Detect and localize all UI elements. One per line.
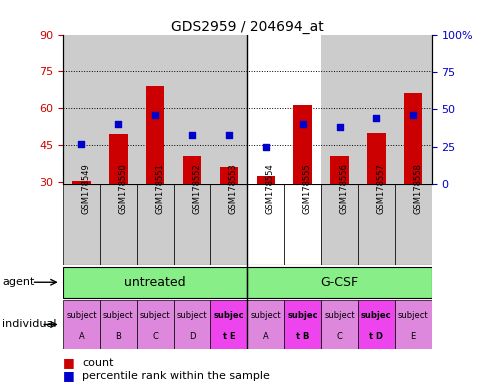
Text: GSM178556: GSM178556 (339, 163, 348, 214)
Text: GSM178555: GSM178555 (302, 163, 311, 214)
Text: subjec: subjec (213, 311, 244, 320)
Bar (284, 300, 320, 349)
Bar (63, 267, 247, 298)
Bar (182, 156, 201, 184)
Bar (394, 300, 431, 349)
Text: GSM178549: GSM178549 (81, 163, 91, 214)
Bar (357, 300, 394, 349)
Bar (136, 184, 173, 265)
Point (261, 144, 269, 150)
Text: G-CSF: G-CSF (320, 276, 358, 289)
Text: GSM178554: GSM178554 (265, 163, 274, 214)
Bar (284, 35, 320, 184)
Point (77, 141, 85, 147)
Text: GSM178553: GSM178553 (228, 163, 238, 214)
Point (114, 121, 122, 127)
Text: subject: subject (139, 311, 170, 320)
Bar (72, 180, 91, 184)
Text: subjec: subjec (287, 311, 318, 320)
Text: GSM178557: GSM178557 (376, 163, 385, 214)
Text: GSM178558: GSM178558 (412, 163, 422, 214)
Bar (403, 93, 422, 184)
Text: percentile rank within the sample: percentile rank within the sample (82, 371, 270, 381)
Text: A: A (262, 333, 268, 341)
Bar (136, 35, 173, 184)
Text: B: B (115, 333, 121, 341)
Bar (219, 167, 238, 184)
Bar (63, 300, 100, 349)
Text: count: count (82, 358, 114, 368)
Text: t B: t B (295, 333, 309, 341)
Point (335, 124, 343, 131)
Bar (357, 184, 394, 265)
Text: GSM178552: GSM178552 (192, 163, 201, 214)
Bar (293, 104, 311, 184)
Bar (63, 184, 100, 265)
Bar (146, 86, 164, 184)
Text: subjec: subjec (360, 311, 391, 320)
Bar (63, 35, 100, 184)
Text: individual: individual (2, 319, 57, 329)
Bar (394, 35, 431, 184)
Text: ■: ■ (63, 356, 78, 369)
Text: subject: subject (250, 311, 281, 320)
Bar (366, 133, 385, 184)
Bar (320, 35, 357, 184)
Text: subject: subject (66, 311, 97, 320)
Bar (100, 35, 136, 184)
Text: GSM178550: GSM178550 (118, 163, 127, 214)
Bar (320, 300, 357, 349)
Title: GDS2959 / 204694_at: GDS2959 / 204694_at (171, 20, 323, 33)
Bar (357, 35, 394, 184)
Bar (136, 300, 173, 349)
Text: subject: subject (323, 311, 354, 320)
Bar (256, 176, 274, 184)
Bar (100, 184, 136, 265)
Point (225, 132, 232, 138)
Point (151, 113, 159, 119)
Bar (330, 156, 348, 184)
Point (408, 113, 416, 119)
Text: agent: agent (2, 277, 35, 287)
Bar (247, 267, 431, 298)
Bar (247, 184, 284, 265)
Text: E: E (410, 333, 415, 341)
Text: A: A (78, 333, 84, 341)
Text: ■: ■ (63, 369, 78, 382)
Point (372, 115, 379, 121)
Text: subject: subject (397, 311, 428, 320)
Bar (210, 300, 247, 349)
Bar (173, 35, 210, 184)
Bar (109, 134, 127, 184)
Bar (247, 300, 284, 349)
Point (188, 132, 196, 138)
Bar (173, 184, 210, 265)
Text: D: D (188, 333, 195, 341)
Text: subject: subject (176, 311, 207, 320)
Text: t D: t D (369, 333, 382, 341)
Bar (320, 184, 357, 265)
Bar (210, 35, 247, 184)
Point (298, 121, 306, 127)
Text: subject: subject (103, 311, 134, 320)
Bar (247, 35, 284, 184)
Text: t E: t E (222, 333, 235, 341)
Text: C: C (336, 333, 342, 341)
Bar (284, 184, 320, 265)
Bar (173, 300, 210, 349)
Text: untreated: untreated (124, 276, 186, 289)
Bar (394, 184, 431, 265)
Bar (210, 184, 247, 265)
Text: GSM178551: GSM178551 (155, 163, 164, 214)
Text: C: C (152, 333, 158, 341)
Bar (100, 300, 136, 349)
